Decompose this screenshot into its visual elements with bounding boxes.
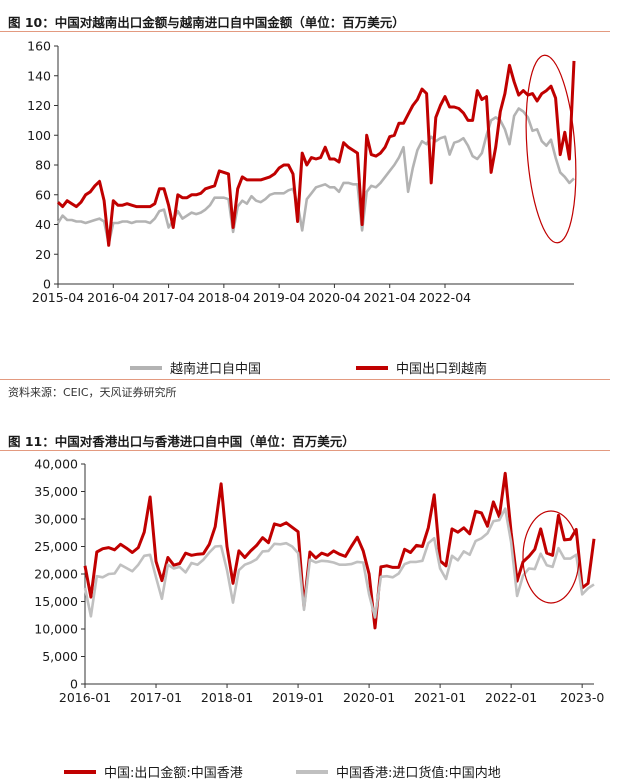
- figure2-highlight-ellipse: [522, 510, 580, 604]
- figure2-chart: 0 5,000 10,000 15,000 20,000 25,000 30,000 35,0…: [34, 457, 604, 781]
- x-tick-label: 2021-04: [364, 290, 416, 305]
- x-tick-label: 2020-04: [308, 290, 360, 305]
- y-tick-label: 120: [27, 98, 51, 113]
- y-tick-label: 160: [27, 39, 51, 54]
- y-tick-label: 20: [35, 247, 51, 262]
- series-line-1: [83, 471, 596, 630]
- series-line-2: [83, 507, 595, 619]
- y-tick-label: 140: [27, 68, 51, 83]
- y-tick-label: 30,000: [34, 512, 78, 527]
- y-tick-label: 10,000: [34, 622, 78, 637]
- y-tick-label: 40,000: [34, 457, 78, 472]
- x-tick-label: 2018-04: [198, 290, 250, 305]
- x-tick-label: 2021-01: [414, 690, 466, 705]
- figure2-title-rule: [0, 450, 610, 451]
- x-tick-label: 2022-01: [485, 690, 537, 705]
- figure1-highlight-ellipse: [525, 54, 577, 244]
- y-tick-label: 25,000: [34, 539, 78, 554]
- figure1-source-rule: [0, 379, 610, 380]
- legend-label-2: 中国出口到越南: [396, 361, 487, 377]
- y-tick-label: 40: [35, 217, 51, 232]
- legend-label-2: 中国香港:进口货值:中国内地: [336, 765, 501, 781]
- x-tick-label: 2019-04: [253, 290, 305, 305]
- figure1-chart: 0 20 40 60 80 100 120 140 160 2015-04 2016-04 2017-…: [27, 39, 577, 377]
- y-tick-label: 35,000: [34, 484, 78, 499]
- legend-label-1: 中国:出口金额:中国香港: [104, 765, 243, 781]
- x-tick-label: 2020-01: [343, 690, 395, 705]
- y-tick-label: 0: [43, 277, 51, 292]
- figure1-title: 图 10：中国对越南出口金额与越南进口自中国金额（单位：百万美元）: [8, 15, 405, 30]
- x-tick-label: 2018-01: [201, 690, 253, 705]
- x-tick-label: 2019-01: [272, 690, 324, 705]
- x-tick-label: 2023-0: [560, 690, 604, 705]
- y-tick-label: 5,000: [42, 649, 78, 664]
- x-tick-label: 2015-04: [32, 290, 84, 305]
- y-tick-label: 60: [35, 187, 51, 202]
- x-tick-label: 2017-01: [130, 690, 182, 705]
- series-line-2: [56, 60, 576, 247]
- y-tick-label: 100: [27, 128, 51, 143]
- figure2-title: 图 11：中国对香港出口与香港进口自中国（单位：百万美元）: [8, 434, 355, 449]
- figure1-title-rule: [0, 31, 610, 32]
- figure1-source: 资料来源：CEIC，天风证券研究所: [8, 386, 177, 399]
- y-tick-label: 20,000: [34, 567, 78, 582]
- y-tick-label: 0: [70, 677, 78, 692]
- x-tick-label: 2017-04: [142, 290, 194, 305]
- x-tick-label: 2016-04: [87, 290, 139, 305]
- x-tick-label: 2022-04: [419, 290, 471, 305]
- x-tick-label: 2016-01: [59, 690, 111, 705]
- y-tick-label: 15,000: [34, 594, 78, 609]
- y-tick-label: 80: [35, 158, 51, 173]
- legend-label-1: 越南进口自中国: [170, 361, 261, 377]
